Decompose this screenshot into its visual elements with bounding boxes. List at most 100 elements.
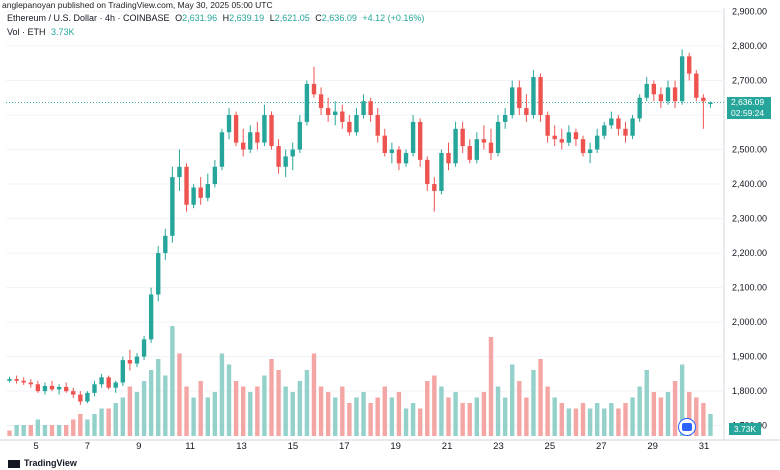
candle-body[interactable] xyxy=(538,77,543,115)
candle-body[interactable] xyxy=(340,111,345,122)
candle-body[interactable] xyxy=(687,56,692,74)
candle-body[interactable] xyxy=(92,384,97,393)
candle-body[interactable] xyxy=(35,384,41,392)
candle-body[interactable] xyxy=(318,94,324,109)
candle-body[interactable] xyxy=(580,139,586,153)
candle-body[interactable] xyxy=(304,83,310,122)
candle-body[interactable] xyxy=(510,87,515,115)
candle-body[interactable] xyxy=(276,146,281,167)
candle-body[interactable] xyxy=(7,379,12,381)
candle-body[interactable] xyxy=(460,128,465,147)
candle-body[interactable] xyxy=(191,187,196,205)
candle-body[interactable] xyxy=(297,121,303,150)
candle-body[interactable] xyxy=(290,149,295,157)
candle-body[interactable] xyxy=(474,139,480,160)
candle-body[interactable] xyxy=(602,125,607,136)
candle-body[interactable] xyxy=(120,360,126,383)
candle-body[interactable] xyxy=(156,253,161,295)
candles[interactable] xyxy=(7,49,713,405)
candle-body[interactable] xyxy=(198,187,203,198)
candle-body[interactable] xyxy=(177,166,182,178)
candle-body[interactable] xyxy=(658,94,664,102)
candle-body[interactable] xyxy=(446,152,451,164)
candle-body[interactable] xyxy=(163,235,168,254)
candle-body[interactable] xyxy=(644,83,649,98)
candle-body[interactable] xyxy=(113,382,118,388)
time-axis[interactable]: 5 7 9 11 13 15 17 19 21 23 25 27 29 31 xyxy=(33,441,709,452)
candle-body[interactable] xyxy=(226,115,232,133)
candle-body[interactable] xyxy=(559,139,564,143)
candle-body[interactable] xyxy=(148,294,154,340)
candle-body[interactable] xyxy=(368,101,373,115)
candle-body[interactable] xyxy=(679,56,685,102)
candle-body[interactable] xyxy=(219,132,225,167)
candle-body[interactable] xyxy=(651,83,657,95)
candle-body[interactable] xyxy=(488,142,494,153)
candle-body[interactable] xyxy=(28,382,33,385)
candle-body[interactable] xyxy=(545,115,550,136)
candle-body[interactable] xyxy=(49,385,55,390)
candle-body[interactable] xyxy=(417,121,423,160)
candle-body[interactable] xyxy=(170,177,175,236)
candle-body[interactable] xyxy=(552,135,557,140)
candle-body[interactable] xyxy=(85,392,90,402)
candle-body[interactable] xyxy=(269,115,274,147)
candle-body[interactable] xyxy=(21,380,26,383)
candle-body[interactable] xyxy=(212,166,218,185)
candle-body[interactable] xyxy=(630,118,635,136)
candle-body[interactable] xyxy=(432,184,437,191)
candle-body[interactable] xyxy=(481,139,487,143)
candle-body[interactable] xyxy=(623,128,628,136)
candle-body[interactable] xyxy=(467,146,472,160)
candle-body[interactable] xyxy=(127,360,133,364)
candle-body[interactable] xyxy=(389,149,395,153)
candle-body[interactable] xyxy=(361,101,366,115)
candle-body[interactable] xyxy=(609,118,614,126)
candle-body[interactable] xyxy=(63,386,69,392)
candle-body[interactable] xyxy=(495,121,501,153)
candle-body[interactable] xyxy=(283,156,288,167)
candle-body[interactable] xyxy=(255,132,260,143)
candle-body[interactable] xyxy=(134,356,140,364)
candle-body[interactable] xyxy=(425,159,430,185)
candle-body[interactable] xyxy=(14,379,19,381)
candle-body[interactable] xyxy=(141,339,147,357)
candle-body[interactable] xyxy=(594,135,600,150)
candle-body[interactable] xyxy=(701,97,706,102)
candle-body[interactable] xyxy=(665,87,671,102)
candle-body[interactable] xyxy=(240,142,246,150)
candle-body[interactable] xyxy=(71,391,76,395)
candle-body[interactable] xyxy=(531,77,536,115)
candle-body[interactable] xyxy=(616,118,621,129)
candle-body[interactable] xyxy=(587,149,593,153)
candle-body[interactable] xyxy=(42,385,48,392)
candle-body[interactable] xyxy=(672,87,678,102)
candle-body[interactable] xyxy=(566,132,572,143)
candle-body[interactable] xyxy=(382,135,387,153)
candle-body[interactable] xyxy=(106,377,111,388)
candle-body[interactable] xyxy=(502,115,508,122)
candle-body[interactable] xyxy=(708,102,713,104)
footer-brand[interactable]: TradingView xyxy=(8,458,77,468)
candle-body[interactable] xyxy=(573,132,579,140)
candle-body[interactable] xyxy=(262,115,267,143)
candle-body[interactable] xyxy=(248,132,253,150)
candle-body[interactable] xyxy=(311,83,317,95)
candle-body[interactable] xyxy=(524,108,529,115)
flag-icon[interactable] xyxy=(678,418,696,436)
candle-body[interactable] xyxy=(375,115,380,136)
candle-body[interactable] xyxy=(99,377,104,385)
candle-body[interactable] xyxy=(78,394,83,402)
candle-body[interactable] xyxy=(233,115,239,143)
candle-body[interactable] xyxy=(694,73,699,98)
candle-body[interactable] xyxy=(56,386,62,390)
candle-body[interactable] xyxy=(517,87,522,109)
candle-body[interactable] xyxy=(333,111,338,115)
candle-body[interactable] xyxy=(354,115,359,133)
candle-body[interactable] xyxy=(347,121,352,133)
candle-body[interactable] xyxy=(396,149,402,164)
candle-body[interactable] xyxy=(205,184,210,198)
candle-body[interactable] xyxy=(453,128,458,164)
price-axis[interactable]: 2,900.002,800.002,700.002,600.002,500.00… xyxy=(732,6,767,430)
